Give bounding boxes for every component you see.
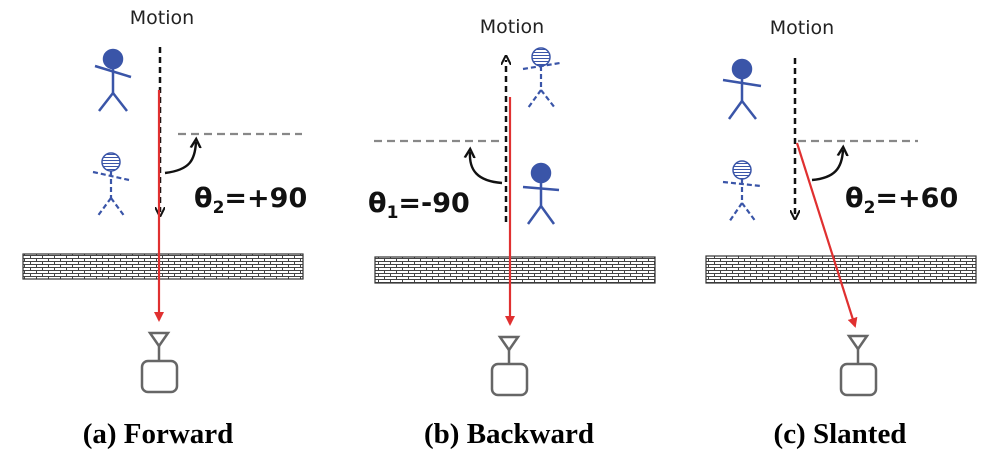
angle-label-forward: θ2=+90: [194, 183, 307, 218]
angle-label-slanted: θ2=+60: [845, 183, 958, 218]
caption-slanted: (c) Slanted: [774, 418, 907, 450]
person-icon: [722, 58, 762, 120]
panel-forward: Motion θ2=+90 (a) Forward: [22, 7, 307, 450]
signal-path: [795, 142, 858, 328]
angle-label-backward: θ1=-90: [368, 188, 470, 223]
panel-slanted: Motion θ2=+60 (c) Slanted: [705, 17, 977, 450]
person-icon: [94, 48, 132, 112]
antenna-icon: [147, 331, 171, 360]
angle-arc: [164, 142, 196, 175]
caption-backward: (b) Backward: [424, 418, 594, 450]
motion-label: Motion: [130, 7, 194, 29]
angle-arc: [811, 150, 843, 182]
ghost-person-icon: [722, 160, 762, 223]
angle-arc: [470, 152, 503, 185]
panel-backward: Motion θ1=-90 (b) Backward: [368, 16, 656, 450]
device-icon: [140, 359, 179, 394]
caption-forward: (a) Forward: [83, 418, 234, 450]
antenna-icon: [497, 335, 521, 363]
device-icon: [839, 362, 878, 397]
motion-label: Motion: [480, 16, 544, 38]
ghost-person-icon: [522, 47, 561, 109]
antenna-icon: [846, 334, 870, 363]
ghost-person-icon: [92, 152, 130, 218]
person-icon: [522, 162, 560, 225]
wall-icon: [374, 256, 656, 284]
motion-label: Motion: [770, 17, 834, 39]
wall-icon: [22, 253, 304, 280]
device-icon: [490, 362, 529, 397]
